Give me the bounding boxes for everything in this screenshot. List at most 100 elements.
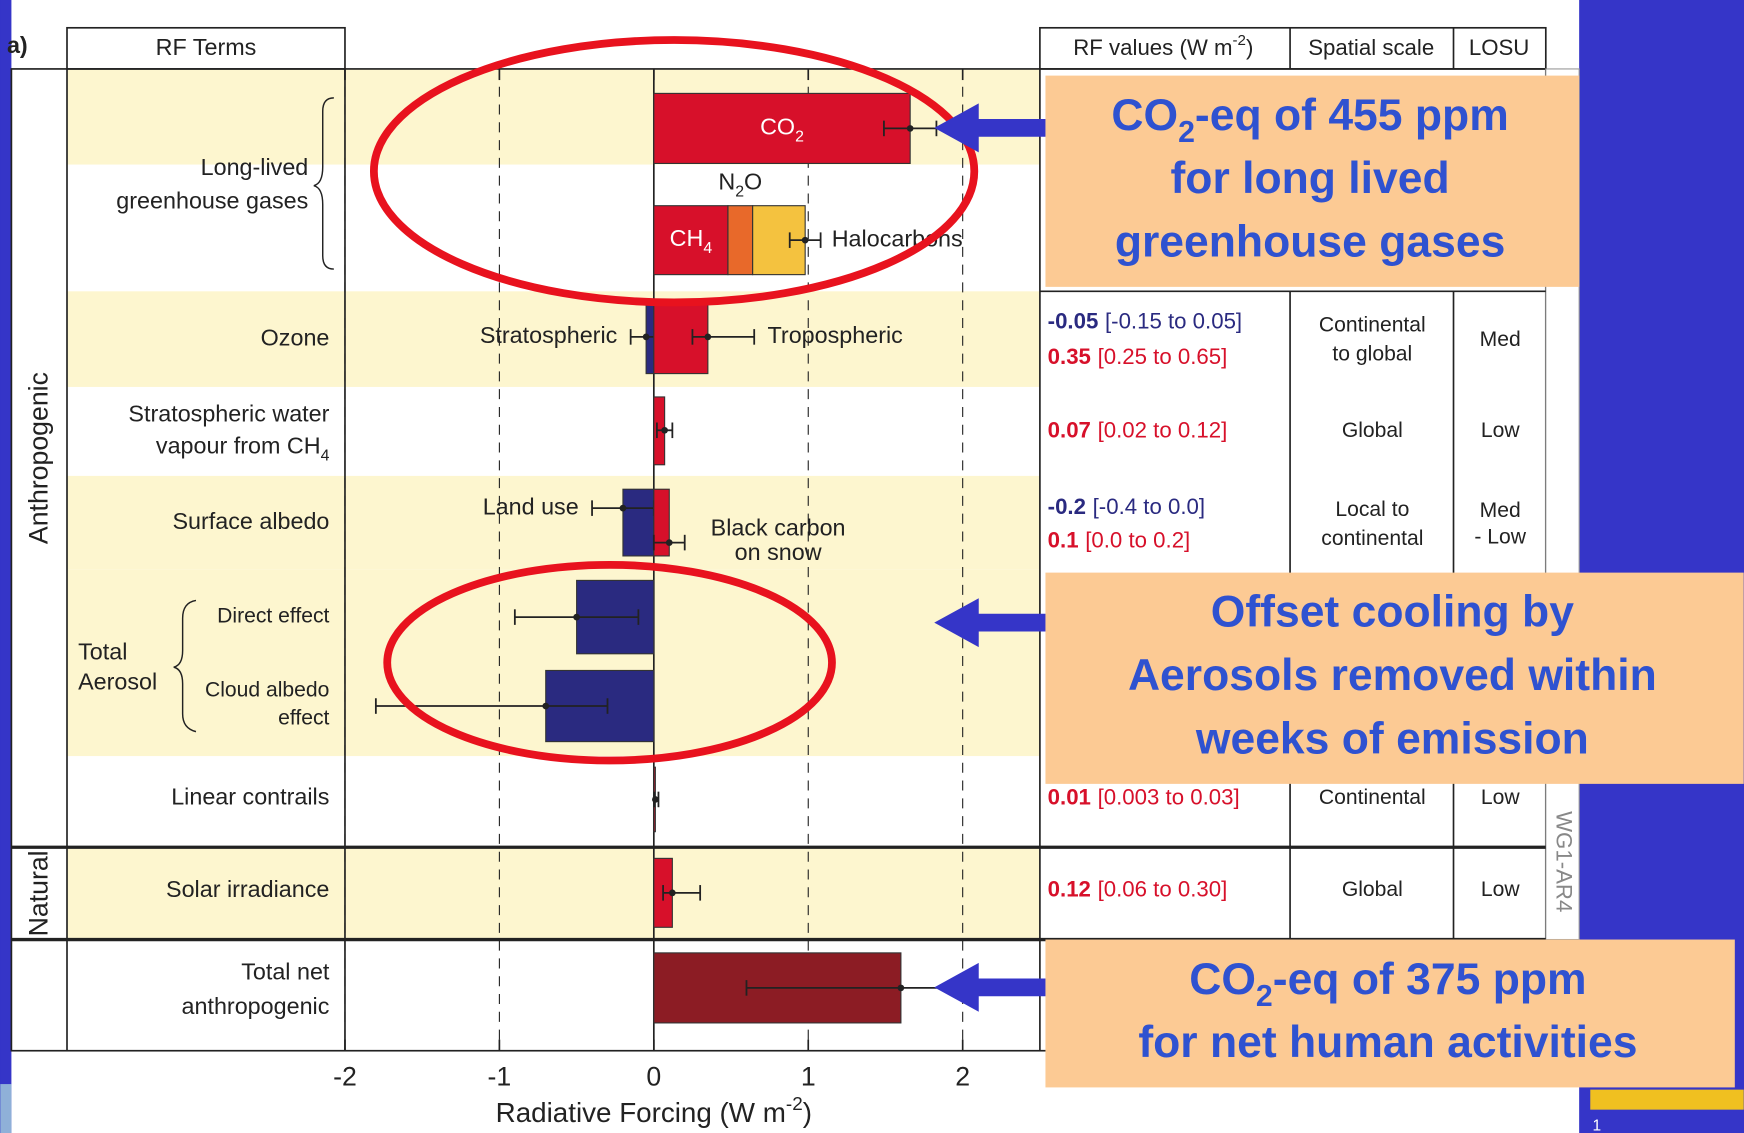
callout-box xyxy=(1045,939,1735,1088)
error-bar xyxy=(652,534,686,551)
rf-value-number: -0.2 xyxy=(1048,494,1086,519)
callout-arrow xyxy=(934,103,1046,153)
callout-text-subscript: 2 xyxy=(1256,980,1273,1013)
watermark: WG1-AR4 xyxy=(1552,811,1577,912)
spatial-scale: Continental xyxy=(1319,786,1426,809)
x-tick-label: -2 xyxy=(333,1062,357,1092)
error-center xyxy=(619,504,627,512)
error-center xyxy=(801,236,809,244)
row-band xyxy=(67,847,1040,940)
callout-text-subscript: 2 xyxy=(1178,116,1195,149)
sub-term-label: Cloud albedo xyxy=(205,679,329,702)
bar xyxy=(653,205,729,276)
callout-text: CO2-eq of 455 ppm xyxy=(1111,91,1508,150)
sub-term-label: Direct effect xyxy=(217,605,329,628)
column-header-text: RF values (W m xyxy=(1073,35,1232,60)
rf-value-range: [0.02 to 0.12] xyxy=(1098,417,1228,442)
bar xyxy=(622,488,655,557)
row-label: Long-lived xyxy=(201,154,309,180)
rf-value: 0.1 [0.0 to 0.2] xyxy=(1048,527,1191,552)
spatial-scale: to global xyxy=(1332,342,1412,365)
error-bar xyxy=(652,791,660,808)
bar-label: N2O xyxy=(718,169,762,201)
rf-value-number: 0.35 xyxy=(1048,344,1091,369)
error-center xyxy=(897,984,905,992)
rf-value-range: [0.06 to 0.30] xyxy=(1098,876,1228,901)
bar-label-subscript: 2 xyxy=(795,128,804,145)
rf-value: 0.07 [0.02 to 0.12] xyxy=(1048,417,1228,442)
bar-label: on snow xyxy=(735,539,822,565)
error-center xyxy=(704,333,712,341)
error-center xyxy=(652,796,659,803)
row-label: greenhouse gases xyxy=(116,188,308,214)
callout-text-text: -eq of 455 ppm xyxy=(1195,91,1509,140)
x-axis-label: Radiative Forcing (W m-2) xyxy=(496,1094,812,1129)
rf-value-range: [-0.4 to 0.0] xyxy=(1093,494,1205,519)
row-label: anthropogenic xyxy=(182,993,330,1019)
brace xyxy=(173,599,197,733)
panel-label: a) xyxy=(7,32,28,58)
spatial-scale: Global xyxy=(1342,419,1403,442)
rf-value: 0.12 [0.06 to 0.30] xyxy=(1048,876,1228,901)
error-center xyxy=(906,125,914,132)
x-axis-label-superscript: -2 xyxy=(786,1094,803,1115)
bar-label: CO2 xyxy=(760,114,804,146)
row-label: Solar irradiance xyxy=(166,876,329,902)
column-header-text: ) xyxy=(1246,35,1253,60)
brace xyxy=(313,97,334,270)
bar-label: CH4 xyxy=(670,225,713,257)
rf-value: -0.05 [-0.15 to 0.05] xyxy=(1048,308,1242,333)
page-number: 1 xyxy=(1592,1117,1601,1133)
rf-value-number: 0.1 xyxy=(1048,527,1079,552)
error-bar xyxy=(691,329,756,345)
callout-arrow xyxy=(934,962,1046,1012)
column-header: LOSU xyxy=(1469,35,1530,60)
bar xyxy=(727,205,754,276)
rf-value: 0.35 [0.25 to 0.65] xyxy=(1048,344,1228,369)
error-center xyxy=(573,613,580,621)
rf-value: 0.01 [0.003 to 0.03] xyxy=(1048,784,1240,809)
callout-text: for net human activities xyxy=(1138,1018,1637,1067)
rf-value-number: 0.01 xyxy=(1048,784,1091,809)
group-label: Anthropogenic xyxy=(23,372,53,544)
error-center xyxy=(665,539,673,546)
row-band xyxy=(67,475,1040,570)
x-axis-label-text: Radiative Forcing (W m xyxy=(496,1098,786,1129)
losu: Med xyxy=(1480,499,1521,522)
rf-value-number: -0.05 xyxy=(1048,308,1099,333)
x-tick-label: 0 xyxy=(646,1062,661,1092)
bar-label-text: N xyxy=(718,169,735,195)
column-header: Spatial scale xyxy=(1308,35,1434,60)
losu: Low xyxy=(1481,419,1520,442)
error-bar xyxy=(656,422,674,439)
group-label: Natural xyxy=(23,850,53,936)
rf-value-range: [0.003 to 0.03] xyxy=(1098,784,1240,809)
callout-box xyxy=(1045,75,1580,287)
bar-label: Tropospheric xyxy=(768,322,904,348)
row-label-subscript: 4 xyxy=(321,447,330,464)
spatial-scale: Continental xyxy=(1319,313,1426,336)
callout-text-text: CO xyxy=(1189,955,1256,1004)
error-bar xyxy=(513,609,640,625)
losu: Low xyxy=(1481,878,1520,901)
column-header: RF Terms xyxy=(156,34,257,60)
bar-label-subscript: 2 xyxy=(735,183,744,200)
bar xyxy=(653,92,911,165)
error-bar xyxy=(662,885,702,901)
row-label: Surface albedo xyxy=(172,508,329,534)
rf-value-number: 0.12 xyxy=(1048,876,1091,901)
bar-label-text: O xyxy=(744,169,762,195)
callout-text: for long lived xyxy=(1170,154,1449,203)
highlight-ellipse xyxy=(369,36,979,307)
bar-label-text: CH xyxy=(670,225,704,251)
callout-text: Aerosols removed within xyxy=(1128,651,1657,700)
callout-text: CO2-eq of 375 ppm xyxy=(1189,955,1586,1014)
callout-text: weeks of emission xyxy=(1195,714,1589,763)
bar-label: Stratospheric xyxy=(480,322,618,348)
column-header-superscript: -2 xyxy=(1233,31,1246,48)
spatial-scale: Local to xyxy=(1335,498,1409,521)
x-tick-label: -1 xyxy=(488,1062,512,1092)
callout-box xyxy=(1045,572,1744,784)
